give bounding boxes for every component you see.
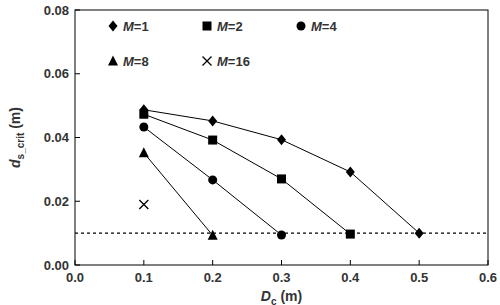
x-tick-label: 0.2	[204, 270, 222, 285]
legend-label: M=8	[123, 54, 149, 69]
series-line	[144, 110, 419, 233]
data-point	[208, 175, 217, 184]
y-tick-label: 0.08	[44, 3, 69, 18]
y-tick-label: 0.00	[44, 258, 69, 273]
x-axis-label: Dc (m)	[261, 288, 302, 305]
data-point	[139, 122, 148, 131]
y-tick	[75, 73, 80, 74]
data-point	[139, 200, 148, 209]
x-tick	[75, 260, 76, 265]
legend-label: M=2	[217, 19, 243, 34]
legend-label: M=4	[311, 19, 337, 34]
x-tick-label: 0.3	[272, 270, 290, 285]
series-line	[144, 153, 213, 236]
y-tick	[75, 265, 80, 266]
x-tick-label: 0.5	[410, 270, 428, 285]
x-tick	[143, 260, 144, 265]
legend-marker	[109, 21, 118, 32]
x-tick	[281, 260, 282, 265]
series-line	[144, 114, 351, 234]
y-tick	[75, 10, 80, 11]
legend-label: M=16	[217, 54, 250, 69]
legend: M=1 M=2 M=4 M=8 M=16	[108, 19, 337, 69]
data-point	[277, 174, 286, 183]
x-tick-label: 0.6	[479, 270, 497, 285]
legend-marker	[297, 22, 306, 31]
legend-marker	[108, 56, 118, 66]
x-tick	[488, 260, 489, 265]
x-tick	[419, 260, 420, 265]
plot-area	[75, 104, 488, 240]
data-point	[208, 230, 218, 240]
x-tick	[212, 260, 213, 265]
y-tick-label: 0.04	[44, 130, 70, 145]
y-axis-label: ds_crit (m)	[7, 107, 26, 168]
data-point	[208, 115, 217, 126]
legend-marker	[203, 57, 212, 66]
legend-label: M=1	[123, 19, 149, 34]
y-tick	[75, 137, 80, 138]
data-point	[139, 147, 149, 157]
y-tick-label: 0.06	[44, 66, 69, 81]
plot-frame	[75, 10, 488, 265]
data-point	[208, 136, 217, 145]
data-point	[277, 134, 286, 145]
data-point	[346, 230, 355, 239]
chart: 0.00.10.20.30.40.50.60.000.020.040.060.0…	[0, 0, 500, 305]
data-point	[346, 166, 355, 177]
data-point	[415, 228, 424, 239]
data-point	[277, 231, 286, 240]
series-line	[144, 127, 282, 235]
x-tick-label: 0.1	[135, 270, 153, 285]
legend-marker	[203, 22, 212, 31]
data-point	[139, 110, 148, 119]
x-tick	[350, 260, 351, 265]
y-tick-label: 0.02	[44, 194, 69, 209]
x-tick-label: 0.4	[341, 270, 360, 285]
y-tick	[75, 201, 80, 202]
